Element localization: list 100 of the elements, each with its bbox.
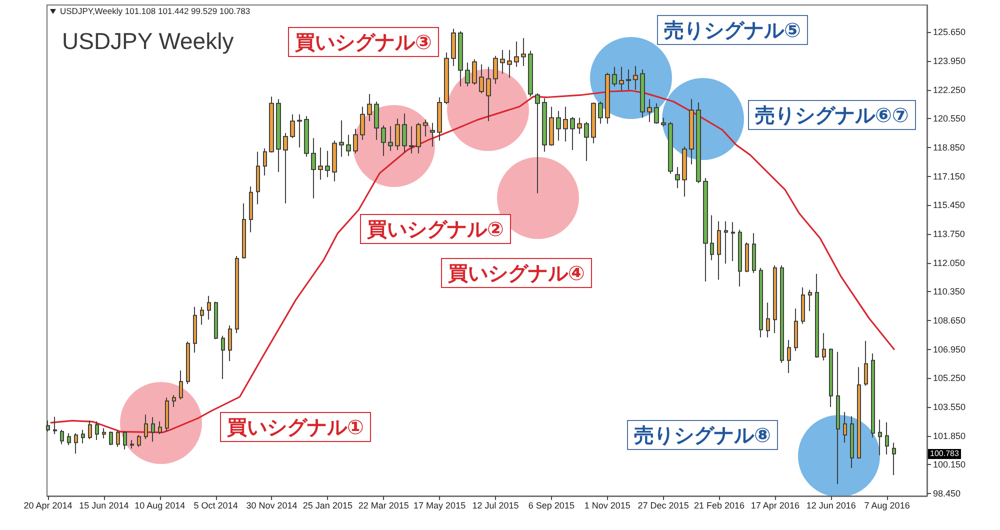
candlestick [451,28,456,67]
candlestick [521,38,526,67]
candlestick [717,220,721,280]
x-tick-label: 27 Dec 2015 [638,500,689,510]
candlestick [123,431,127,450]
y-tick-label: 125.650 [933,27,966,38]
candlestick [207,295,211,320]
x-tick-label: 22 Mar 2015 [358,500,409,510]
candlestick [640,68,645,118]
annotation: 買いシグナル① [220,412,371,442]
x-tick-label: 12 Jul 2015 [472,500,519,510]
candlestick [263,148,267,176]
candlestick [416,122,421,154]
candlestick [668,122,673,174]
candlestick [619,66,624,92]
y-tick-label: 105.250 [933,373,966,384]
candlestick [437,96,442,142]
candlestick [689,98,694,165]
candlestick [885,422,889,455]
annotation: 買いシグナル③ [288,27,439,57]
y-tick-label: 117.150 [933,171,965,182]
x-tick-label: 10 Aug 2014 [134,500,186,510]
x-tick-label: 7 Aug 2016 [864,500,910,510]
candlestick [318,146,323,180]
candlestick [304,116,309,158]
candlestick [276,98,281,173]
candlestick [514,40,519,68]
candlestick [458,30,463,87]
candlestick [297,114,302,148]
candlestick [850,416,854,469]
annotation: 買いシグナル② [360,214,511,244]
candlestick [843,412,847,444]
candlestick [200,306,204,326]
candlestick [256,151,260,205]
candlestick [780,264,784,364]
candlestick [654,102,659,124]
candlestick [577,117,582,134]
candlestick [74,432,78,454]
candlestick [151,416,155,442]
candlestick [409,126,414,154]
candlestick [486,66,491,122]
candlestick [556,110,561,142]
annotation: 100.783 [928,448,961,459]
candlestick [703,177,708,282]
x-tick-label: 21 Feb 2016 [694,500,745,510]
candlestick [535,92,540,194]
candlestick [465,62,470,87]
candlestick [353,128,358,154]
candlestick [731,222,735,262]
candlestick [766,302,770,338]
x-tick-label: 30 Nov 2014 [246,500,298,510]
candlestick [109,431,113,446]
candlestick [130,440,134,450]
candlestick [311,138,316,199]
candlestick [325,150,330,178]
candlestick [388,126,393,152]
candlestick [857,366,861,460]
candlestick [738,229,742,288]
y-tick-label: 123.950 [933,56,966,66]
candlestick [332,140,337,182]
candlestick [158,420,162,435]
candlestick [165,397,169,432]
y-tick-label: 115.450 [933,200,965,210]
y-tick-label: 110.350 [933,286,965,297]
y-tick-label: 113.750 [933,228,965,239]
chart-subtitle: USDJPY,Weekly 101.108 101.442 99.529 100.783 [60,6,250,17]
x-tick-label: 12 Jun 2016 [806,500,856,510]
candlestick [570,116,575,151]
candlestick [612,66,617,87]
y-tick-label: 106.950 [933,344,966,354]
candlestick [381,124,386,156]
candlestick [221,335,225,380]
candlestick [116,430,120,448]
candlestick [137,434,141,448]
candlestick [193,306,197,354]
candlestick [864,340,868,386]
x-tick-label: 1 Nov 2015 [584,500,630,510]
candlestick [584,122,589,162]
y-tick-label: 108.650 [933,315,966,326]
candlestick [395,118,400,151]
candlestick [836,351,840,485]
candlestick [626,68,631,90]
candlestick [682,146,687,198]
candlestick [249,186,253,233]
candlestick [696,102,701,184]
candlestick [60,429,64,445]
annotation: 売りシグナル⑤ [657,15,808,45]
candlestick [808,289,812,312]
candlestick [759,267,763,338]
candlestick [367,94,372,122]
candlestick [605,72,610,124]
candlestick [815,273,819,358]
candlestick [479,64,484,94]
candlestick [829,348,833,408]
candlestick [46,420,50,432]
candlestick [892,442,896,476]
candlestick [374,101,379,140]
annotation: 売りシグナル⑧ [627,420,778,450]
y-tick-label: 120.550 [933,114,966,124]
candlestick [752,232,756,274]
